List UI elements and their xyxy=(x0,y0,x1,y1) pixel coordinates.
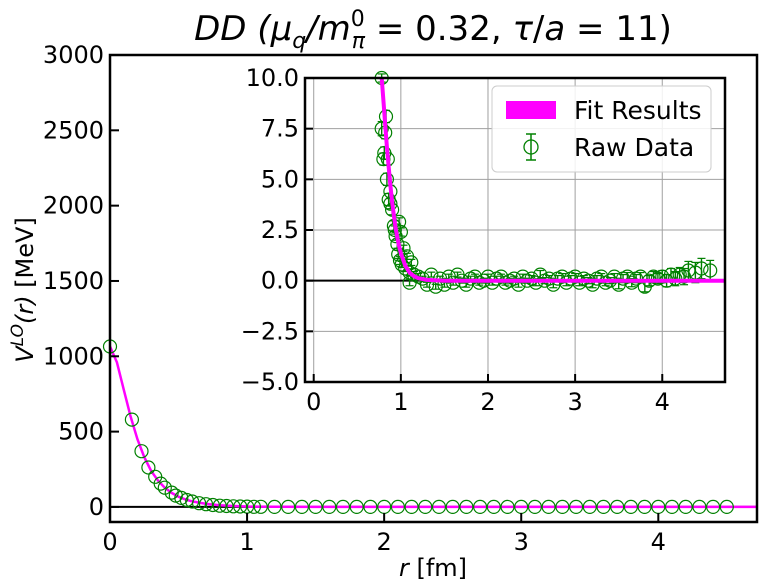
main-raw-point xyxy=(134,444,149,459)
main-raw-point xyxy=(198,497,214,512)
inset-y-tick-label: 2.5 xyxy=(261,216,299,244)
main-x-tick-label: 3 xyxy=(514,528,529,556)
inset-y-tick-label: 0.0 xyxy=(261,267,299,295)
x-axis-label: r [fm] xyxy=(399,554,467,582)
main-x-tick-label: 2 xyxy=(377,528,392,556)
inset-raw-marker xyxy=(402,275,417,290)
main-raw-point xyxy=(205,497,220,513)
main-raw-point xyxy=(568,499,584,514)
main-raw-point xyxy=(555,499,570,514)
main-raw-point xyxy=(705,499,721,514)
main-fit-curve-group xyxy=(108,345,757,509)
main-raw-point xyxy=(473,499,488,514)
inset-ticks-group: 0 1 2 3 4 −5.0 −2.5 0.0 2.5 5.0 7.5 10.0 xyxy=(241,64,670,416)
main-raw-point xyxy=(185,494,200,509)
inset-y-tick-label: 10.0 xyxy=(246,64,299,92)
main-raw-point xyxy=(664,499,680,514)
main-y-tick-label: 1000 xyxy=(43,342,104,370)
legend-raw-circle xyxy=(523,139,539,155)
legend-raw-marker xyxy=(523,133,539,161)
main-raw-point xyxy=(431,499,447,514)
main-y-tick-label: 500 xyxy=(58,418,104,446)
inset-raw-point xyxy=(402,275,417,290)
inset-x-tick-label: 2 xyxy=(480,388,495,416)
main-raw-point xyxy=(124,412,139,427)
inset-y-tick-label: −5.0 xyxy=(241,368,299,396)
inset-fit-band-group xyxy=(379,77,725,283)
main-raw-point xyxy=(418,499,433,514)
inset-raw-marker xyxy=(694,261,709,276)
inset-x-tick-label: 4 xyxy=(655,388,670,416)
main-plot-frame xyxy=(108,53,759,524)
inset-raw-point xyxy=(668,270,683,287)
legend-raw-label: Raw Data xyxy=(574,133,694,162)
main-raw-point xyxy=(527,499,543,514)
main-raw-point xyxy=(308,499,323,514)
main-raw-point xyxy=(153,476,168,491)
main-raw-point xyxy=(610,499,625,514)
main-ticks-group: 0 1 2 3 4 0 500 1000 1500 2000 2500 3000 xyxy=(43,41,666,556)
main-raw-point xyxy=(541,499,556,514)
main-raw-point xyxy=(212,498,227,513)
main-raw-points-group xyxy=(102,339,734,514)
main-raw-point xyxy=(267,499,282,514)
main-raw-point xyxy=(192,496,207,511)
main-raw-point xyxy=(719,499,734,514)
main-raw-point xyxy=(390,499,405,514)
main-raw-point xyxy=(349,499,364,514)
main-raw-point xyxy=(253,499,268,514)
main-raw-point xyxy=(246,499,261,514)
main-y-tick-label: 2000 xyxy=(43,192,104,220)
main-raw-point xyxy=(335,499,351,514)
inset-raw-marker xyxy=(374,121,389,136)
inset-x-tick-label: 1 xyxy=(393,388,408,416)
main-raw-point xyxy=(596,499,611,514)
inset-fit-band xyxy=(379,77,725,283)
main-x-tick-label: 0 xyxy=(102,528,117,556)
y-axis-label: VLO(r) [MeV] xyxy=(8,217,39,363)
inset-x-tick-label: 3 xyxy=(567,388,582,416)
main-x-tick-label: 1 xyxy=(239,528,254,556)
inset-raw-point xyxy=(694,257,709,280)
inset-raw-marker xyxy=(703,263,718,278)
main-raw-point xyxy=(219,498,234,514)
main-raw-point xyxy=(459,499,474,514)
chart-title: DD (μq/m0 π = 0.32, τ/a = 11) xyxy=(194,7,672,54)
main-y-tick-label: 2500 xyxy=(43,116,104,144)
main-raw-point xyxy=(281,499,296,514)
main-raw-point xyxy=(500,499,515,514)
main-y-tick-label: 3000 xyxy=(43,41,104,69)
main-y-tick-label: 1500 xyxy=(43,267,104,295)
main-raw-point xyxy=(141,460,156,475)
main-raw-point xyxy=(404,499,419,514)
main-fit-curve xyxy=(108,345,757,509)
main-raw-point xyxy=(445,499,460,514)
main-raw-point xyxy=(486,499,501,514)
main-raw-point xyxy=(322,499,337,514)
main-raw-point xyxy=(233,499,248,514)
main-raw-point xyxy=(692,499,707,514)
main-raw-point xyxy=(637,499,652,514)
main-raw-point xyxy=(678,499,693,514)
legend-fit-swatch xyxy=(506,101,556,119)
inset-y-tick-label: −2.5 xyxy=(241,317,299,345)
main-x-tick-label: 4 xyxy=(651,528,666,556)
main-raw-point xyxy=(226,499,241,514)
inset-raw-marker xyxy=(511,277,526,292)
main-raw-point xyxy=(294,499,309,514)
inset-y-tick-label: 7.5 xyxy=(261,115,299,143)
main-raw-point xyxy=(582,499,597,514)
inset-y-tick-label: 5.0 xyxy=(261,165,299,193)
main-y-tick-label: 0 xyxy=(89,493,104,521)
legend-fit-label: Fit Results xyxy=(574,96,702,125)
inset-raw-marker xyxy=(668,271,683,286)
main-raw-point xyxy=(623,499,639,514)
inset-x-tick-label: 0 xyxy=(306,388,321,416)
inset-raw-marker xyxy=(515,269,530,284)
main-raw-point xyxy=(363,499,378,514)
legend: Fit Results Raw Data xyxy=(491,85,712,173)
